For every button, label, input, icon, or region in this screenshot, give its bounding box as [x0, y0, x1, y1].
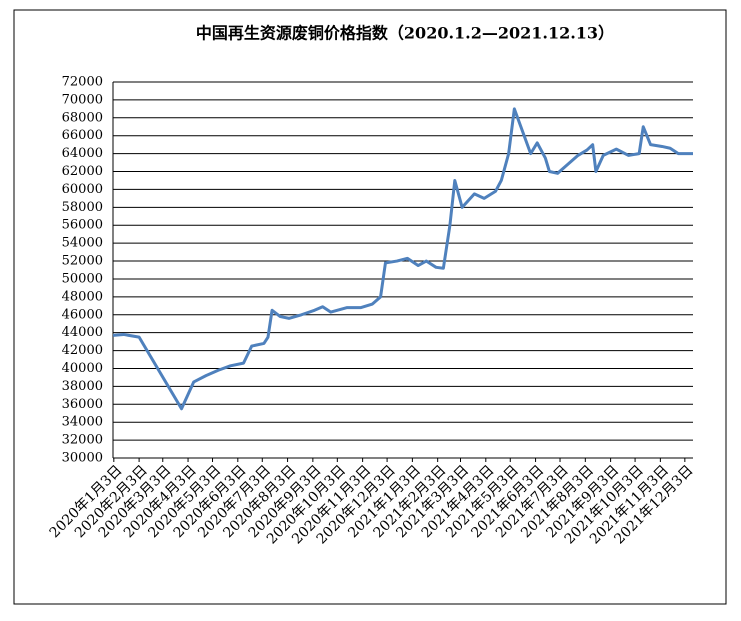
frame [13, 9, 727, 605]
y-tick-label: 62000 [62, 164, 103, 179]
y-tick-label: 54000 [62, 236, 103, 251]
y-tick-label: 58000 [62, 200, 103, 215]
y-tick-label: 70000 [62, 92, 103, 107]
y-tick-label: 52000 [62, 254, 103, 269]
y-tick-label: 46000 [62, 307, 103, 322]
y-tick-label: 36000 [62, 397, 103, 412]
y-tick-label: 64000 [62, 146, 103, 161]
y-tick-label: 32000 [62, 433, 103, 448]
y-tick-label: 42000 [62, 343, 103, 358]
y-tick-label: 50000 [62, 271, 103, 286]
y-tick-label: 44000 [62, 325, 103, 340]
y-tick-label: 66000 [62, 128, 103, 143]
chart-title: 中国再生资源废铜价格指数（2020.1.2—2021.12.13） [196, 24, 614, 43]
y-tick-label: 38000 [62, 379, 103, 394]
y-tick-label: 34000 [62, 415, 103, 430]
y-tick-label: 30000 [62, 451, 103, 466]
y-tick-label: 40000 [62, 361, 103, 376]
y-tick-label: 60000 [62, 182, 103, 197]
price-line [112, 107, 693, 411]
y-tick-label: 56000 [62, 218, 103, 233]
y-tick-label: 48000 [62, 289, 103, 304]
y-tick-label: 68000 [62, 110, 103, 125]
y-tick-label: 72000 [62, 75, 103, 90]
